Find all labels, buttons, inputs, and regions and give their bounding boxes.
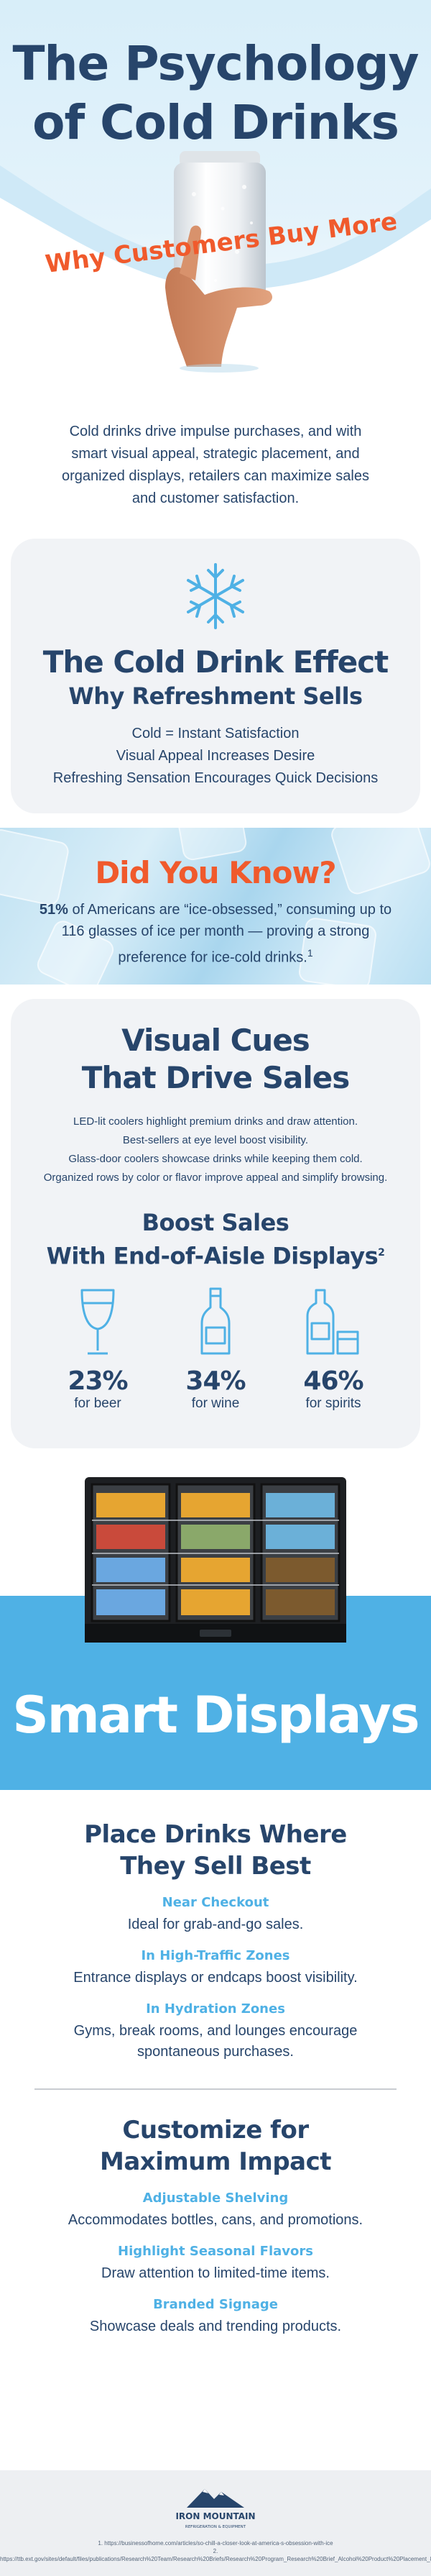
stat-value: 46% (303, 1366, 363, 1396)
stat-wine: 34% for wine (172, 1286, 259, 1412)
intro-text: Cold drinks drive impulse purchases, and… (62, 424, 369, 506)
place-text: Ideal for grab-and-go sales. (127, 1917, 304, 1932)
customize-heading: Branded Signage (153, 2297, 278, 2312)
stat-spirits: 46% for spirits (290, 1286, 376, 1412)
boost-sales-title: Boost Sales With End-of-Aisle Displays2 (11, 1207, 420, 1271)
footer: IRON MOUNTAIN REFRIGERATION & EQUIPMENT … (0, 2470, 431, 2576)
hero-title-line1: The Psychology (12, 36, 420, 91)
stat-icon-wrap (172, 1286, 259, 1358)
cold-drink-effect-card: The Cold Drink Effect Why Refreshment Se… (11, 539, 420, 813)
visual-cue-line: Best-sellers at eye level boost visibili… (122, 1134, 309, 1146)
spirits-bottle-icon (306, 1289, 359, 1355)
logo-text: IRON MOUNTAIN (175, 2511, 255, 2521)
customize-title: Customize for Maximum Impact (0, 2114, 431, 2178)
hero: The Psychology of Cold Drinks (0, 0, 431, 385)
customize-heading: Adjustable Shelving (142, 2191, 289, 2206)
stat-label: for spirits (305, 1395, 361, 1411)
visual-cue-line: Organized rows by color or flavor improv… (43, 1171, 388, 1184)
visual-cue-line: Glass-door coolers showcase drinks while… (68, 1153, 363, 1165)
hero-title: The Psychology of Cold Drinks (0, 35, 431, 152)
place-heading: In Hydration Zones (146, 2001, 285, 2017)
stat-icon-wrap (290, 1286, 376, 1358)
reference-1: 1. https://businessofhome.com/articles/s… (98, 2540, 333, 2547)
did-you-know-stat: 51% (39, 902, 68, 918)
visual-cues-title: Visual Cues That Drive Sales (11, 1022, 420, 1097)
visual-cues-title-line2: That Drive Sales (81, 1060, 351, 1095)
visual-cues-card: Visual Cues That Drive Sales LED-lit coo… (11, 999, 420, 1448)
smart-displays-title: Smart Displays (12, 1686, 420, 1745)
stat-icon-wrap (55, 1286, 141, 1358)
effect-line: Visual Appeal Increases Desire (116, 748, 315, 764)
visual-cues-title-line1: Visual Cues (121, 1023, 310, 1058)
boost-title-line1: Boost Sales (142, 1209, 289, 1236)
place-heading: In High-Traffic Zones (141, 1948, 290, 1963)
stat-beer: 23% for beer (55, 1286, 141, 1412)
did-you-know-banner: Did You Know? 51% of Americans are “ice-… (0, 828, 431, 985)
effect-line: Refreshing Sensation Encourages Quick De… (52, 770, 379, 786)
customize-text: Draw attention to limited-time items. (101, 2265, 330, 2281)
glass-door-cooler-illustration (85, 1477, 346, 1643)
footnote-marker: 1 (307, 947, 313, 959)
customize-heading: Highlight Seasonal Flavors (118, 2244, 313, 2259)
beer-glass-icon (80, 1289, 115, 1355)
references: 1. https://businessofhome.com/articles/s… (0, 2539, 431, 2563)
footnote-marker: 2 (378, 1247, 385, 1259)
stat-value: 34% (185, 1366, 246, 1396)
customize-title-line2: Maximum Impact (99, 2147, 332, 2176)
place-title: Place Drinks Where They Sell Best (0, 1819, 431, 1882)
stat-label: for beer (74, 1395, 121, 1411)
visual-cue-line: LED-lit coolers highlight premium drinks… (73, 1115, 358, 1128)
customize-title-line1: Customize for (122, 2116, 309, 2145)
stat-label: for wine (191, 1395, 240, 1411)
effect-list: Cold = Instant Satisfaction Visual Appea… (11, 723, 420, 790)
stats-row: 23% for beer 34% for wine (11, 1286, 420, 1412)
customize-text: Showcase deals and trending products. (89, 2319, 342, 2334)
effect-subtitle: Why Refreshment Sells (68, 682, 363, 710)
visual-cues-list: LED-lit coolers highlight premium drinks… (11, 1113, 420, 1187)
boost-title-line2: With End-of-Aisle Displays2 (11, 1238, 420, 1271)
snowflake-icon (187, 563, 244, 629)
placement-section: Place Drinks Where They Sell Best Near C… (0, 1790, 431, 2337)
did-you-know-title: Did You Know? (95, 855, 336, 890)
smart-displays-banner: Smart Displays (0, 1477, 431, 1790)
effect-line: Cold = Instant Satisfaction (131, 726, 300, 741)
wine-bottle-icon (200, 1287, 231, 1355)
hand-holding-can-illustration (165, 151, 273, 373)
customize-text: Accommodates bottles, cans, and promotio… (68, 2212, 363, 2228)
place-title-line2: They Sell Best (120, 1852, 311, 1881)
section-divider (34, 2088, 397, 2090)
reference-2: 2. https://ttb.ext.gov/sites/default/fil… (0, 2548, 431, 2562)
boost-title-line2-text: With End-of-Aisle Displays (46, 1242, 379, 1270)
stat-value: 23% (68, 1366, 128, 1396)
did-you-know-text: 51% of Americans are “ice-obsessed,” con… (29, 899, 402, 969)
iron-mountain-logo: IRON MOUNTAIN REFRIGERATION & EQUIPMENT (175, 2489, 256, 2529)
place-title-line1: Place Drinks Where (84, 1820, 347, 1849)
place-text: Entrance displays or endcaps boost visib… (73, 1970, 358, 1986)
effect-title: The Cold Drink Effect (42, 644, 389, 680)
place-text: Gyms, break rooms, and lounges encourage… (73, 2023, 358, 2060)
place-heading: Near Checkout (162, 1895, 269, 1910)
hero-title-line2: of Cold Drinks (32, 95, 399, 150)
did-you-know-body: of Americans are “ice-obsessed,” consumi… (61, 902, 392, 966)
logo-subtext: REFRIGERATION & EQUIPMENT (185, 2525, 246, 2529)
